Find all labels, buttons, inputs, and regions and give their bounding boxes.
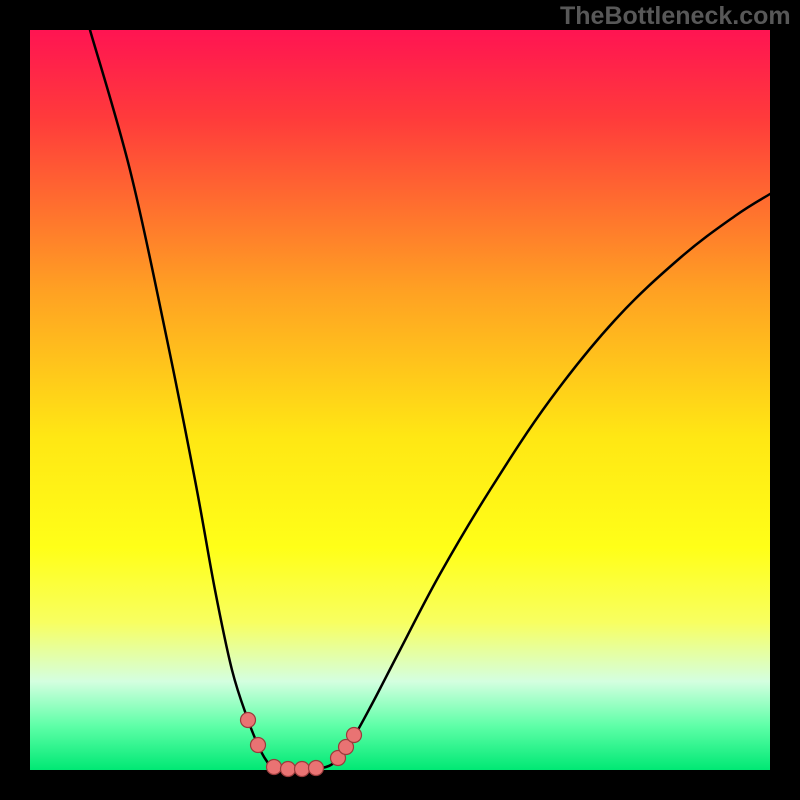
data-marker	[251, 738, 266, 753]
watermark-label: TheBottleneck.com	[560, 2, 791, 31]
chart-svg	[0, 0, 800, 800]
plot-background	[30, 30, 770, 770]
data-marker	[281, 762, 296, 777]
data-marker	[241, 713, 256, 728]
data-marker	[347, 728, 362, 743]
data-marker	[295, 762, 310, 777]
data-marker	[309, 761, 324, 776]
data-marker	[267, 760, 282, 775]
